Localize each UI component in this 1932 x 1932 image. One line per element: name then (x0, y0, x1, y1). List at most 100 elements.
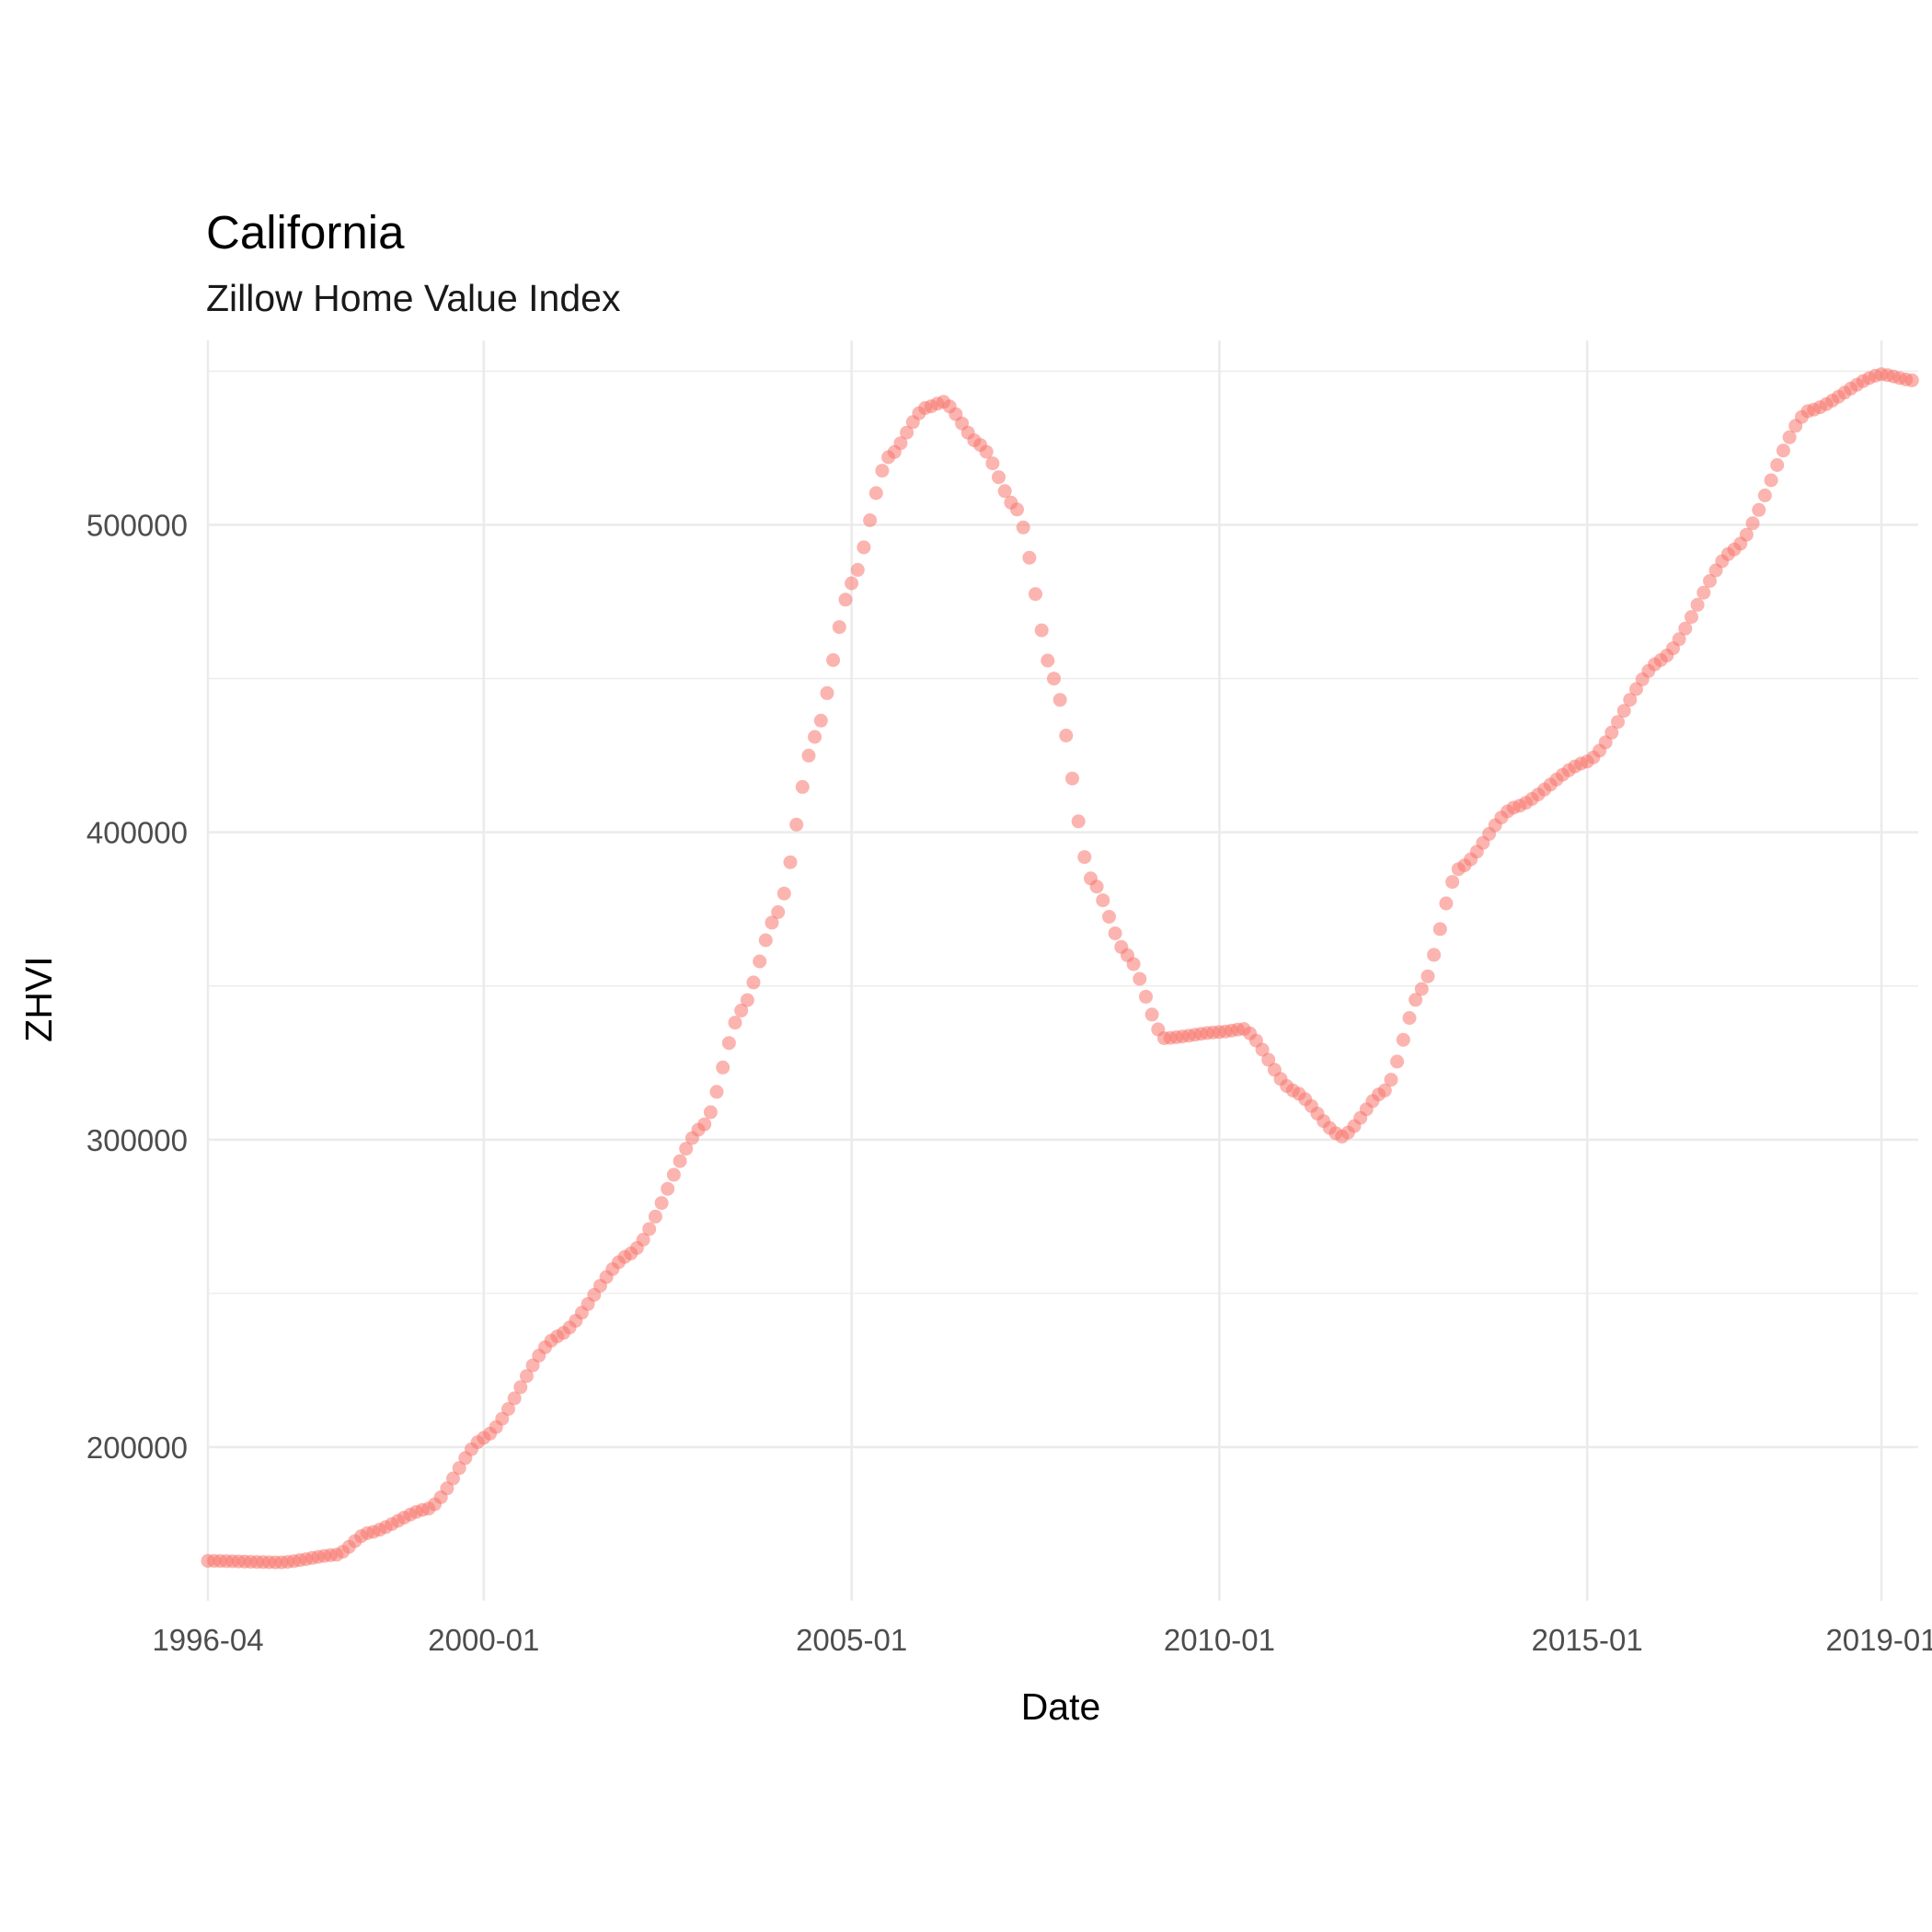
data-point (1414, 982, 1429, 996)
data-point (648, 1209, 662, 1224)
data-point (1144, 1007, 1159, 1022)
data-point (820, 685, 834, 700)
y-axis-ticks: 200000 300000 400000 500000 (86, 508, 188, 1464)
data-point (679, 1142, 694, 1156)
data-point (1016, 520, 1030, 535)
data-point (1445, 875, 1460, 890)
data-point (697, 1117, 712, 1132)
data-point (1010, 502, 1024, 517)
data-point (746, 975, 761, 990)
data-point (1029, 587, 1042, 602)
data-point (1071, 814, 1086, 829)
data-point (1752, 502, 1766, 517)
data-point (868, 486, 883, 500)
data-point (992, 470, 1006, 485)
data-point (1776, 443, 1790, 458)
data-point (838, 592, 853, 607)
data-point (845, 576, 859, 591)
x-axis-title: Date (1021, 1685, 1101, 1728)
data-point (753, 954, 767, 969)
data-point (642, 1222, 657, 1236)
data-point (875, 464, 890, 478)
data-points (201, 367, 1919, 1570)
data-point (1427, 948, 1442, 962)
data-point (728, 1016, 742, 1030)
data-point (1022, 550, 1037, 565)
data-point (1139, 989, 1153, 1004)
data-point (985, 456, 1000, 471)
data-point (740, 993, 754, 1007)
data-point (1390, 1054, 1405, 1069)
data-point (1384, 1073, 1398, 1087)
data-point (1047, 672, 1061, 686)
data-point (440, 1481, 454, 1496)
data-point (1782, 430, 1797, 444)
data-point (1409, 993, 1423, 1007)
data-point (1052, 693, 1067, 707)
data-point (979, 444, 994, 459)
data-point (863, 513, 878, 527)
data-point (1703, 574, 1717, 588)
data-point (1685, 610, 1698, 625)
data-point (813, 713, 828, 728)
data-point (1261, 1052, 1276, 1067)
data-point (771, 905, 786, 919)
data-point (1377, 1083, 1392, 1098)
x-tick-label: 2005-01 (796, 1623, 907, 1657)
data-point (1096, 893, 1110, 908)
data-point (1402, 1011, 1417, 1025)
data-point (716, 1060, 730, 1075)
data-point (654, 1196, 669, 1211)
data-point (1904, 373, 1919, 387)
data-point (1764, 473, 1778, 488)
data-point (446, 1471, 460, 1486)
x-tick-label: 2019-01 (1825, 1623, 1932, 1657)
data-point (1065, 771, 1079, 786)
data-point (783, 855, 798, 869)
x-tick-label: 2015-01 (1532, 1623, 1643, 1657)
data-point (501, 1402, 515, 1416)
data-point (826, 653, 841, 667)
data-point (1439, 896, 1454, 911)
data-point (1623, 693, 1638, 707)
data-point (1089, 880, 1104, 894)
data-point (661, 1181, 675, 1196)
data-point (1696, 585, 1711, 600)
data-point (1611, 715, 1625, 730)
data-point (721, 1036, 736, 1051)
data-point (857, 540, 871, 555)
data-point (808, 730, 822, 744)
data-point (1034, 623, 1049, 638)
data-point (1770, 458, 1785, 472)
data-point (776, 886, 791, 901)
data-point (758, 933, 773, 948)
data-point (734, 1003, 749, 1018)
data-point (513, 1380, 528, 1395)
data-point (1396, 1032, 1410, 1047)
data-point (1604, 725, 1619, 740)
x-tick-label: 2010-01 (1164, 1623, 1275, 1657)
data-point (1126, 957, 1141, 972)
data-point (1077, 850, 1092, 865)
data-point (850, 562, 865, 577)
x-tick-label: 2000-01 (428, 1623, 539, 1657)
data-point (520, 1369, 534, 1384)
data-point (1690, 597, 1705, 612)
data-point (452, 1461, 466, 1476)
data-point (1059, 729, 1074, 742)
y-tick-label: 300000 (86, 1123, 188, 1157)
data-point (1255, 1042, 1270, 1057)
x-axis-ticks: 1996-04 2000-01 2005-01 2010-01 2015-01 2019-… (152, 1623, 1932, 1657)
data-point (900, 425, 914, 440)
data-point (703, 1105, 718, 1120)
data-point (507, 1391, 522, 1406)
y-tick-label: 400000 (86, 816, 188, 850)
data-point (709, 1085, 724, 1099)
data-point (636, 1233, 650, 1247)
data-point (1745, 516, 1760, 531)
data-point (1041, 653, 1055, 668)
data-point (1616, 704, 1631, 719)
chart-title: California (206, 206, 405, 259)
data-point (1739, 527, 1754, 542)
